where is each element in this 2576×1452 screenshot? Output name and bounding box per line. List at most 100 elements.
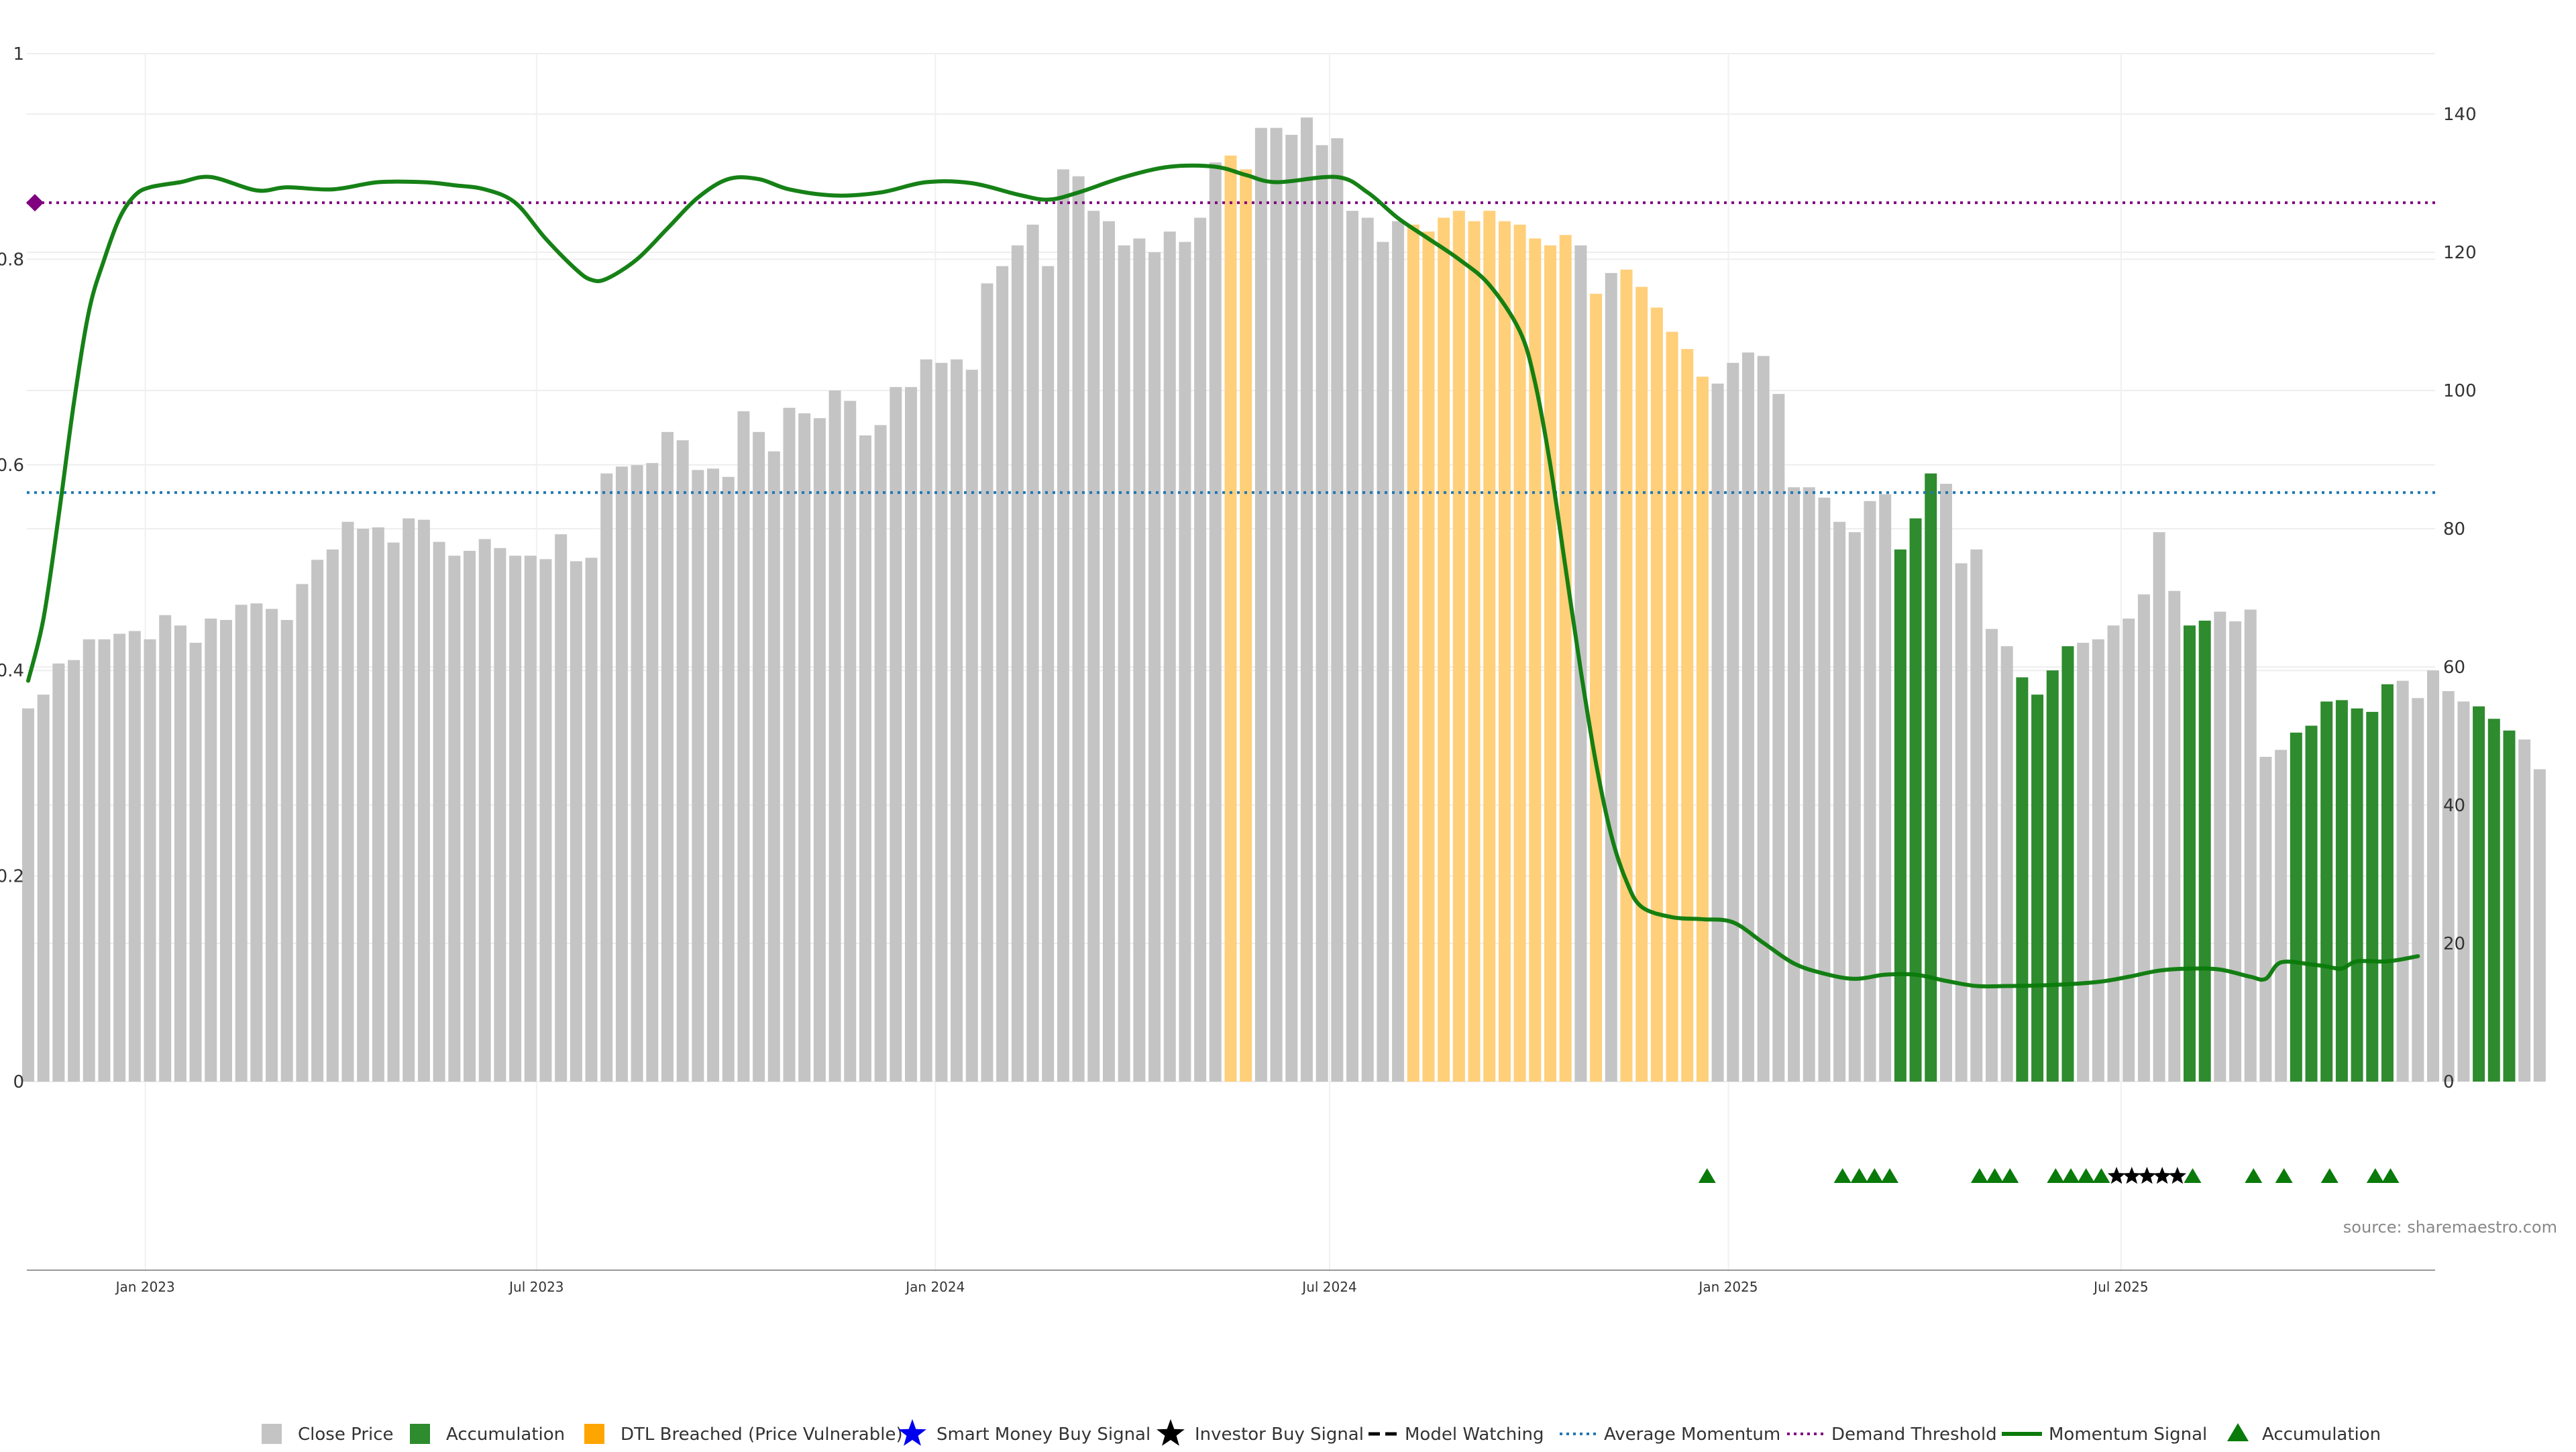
- close-price-bar: [2427, 670, 2440, 1082]
- close-price-bar: [2229, 621, 2242, 1082]
- accumulation-triangle: [2184, 1168, 2202, 1183]
- dtl-breached-bar: [1666, 331, 1678, 1082]
- close-price-bar: [52, 663, 65, 1082]
- accumulation-triangle: [2047, 1168, 2065, 1183]
- close-price-bar: [37, 694, 50, 1082]
- legend-star-icon: [898, 1419, 926, 1446]
- dtl-breached-bar: [1590, 293, 1603, 1082]
- close-price-bar: [1209, 162, 1222, 1082]
- left-axis-tick-label: 0.6: [0, 456, 24, 476]
- close-price-bar: [1757, 356, 1770, 1082]
- accumulation-triangle: [1833, 1168, 1851, 1183]
- close-price-bar: [1133, 238, 1146, 1082]
- close-price-bar: [189, 642, 202, 1082]
- close-price-bar: [951, 359, 963, 1082]
- close-price-bar: [1194, 217, 1207, 1082]
- close-price-bar: [2168, 590, 2181, 1082]
- close-price-bar: [2396, 680, 2409, 1082]
- accumulation-bar: [2320, 701, 2333, 1082]
- close-price-bar: [1939, 484, 1952, 1082]
- accumulation-bar: [2016, 677, 2029, 1082]
- close-price-bar: [1833, 521, 1846, 1082]
- close-price-bar: [2259, 756, 2272, 1082]
- close-price-bar: [1377, 242, 1389, 1082]
- close-price-bar: [828, 391, 841, 1082]
- close-price-bar: [22, 708, 34, 1082]
- accumulation-bar: [2335, 700, 2348, 1082]
- legend-item: Average Momentum: [1560, 1424, 1780, 1445]
- close-price-bar: [1179, 242, 1191, 1082]
- close-price-bar: [235, 605, 248, 1082]
- accumulation-bar: [2487, 719, 2500, 1082]
- close-price-bar: [68, 660, 80, 1082]
- close-price-bar: [1118, 245, 1130, 1082]
- accumulation-bar: [2503, 730, 2516, 1082]
- legend-label: Demand Threshold: [1831, 1424, 1997, 1445]
- legend-item: Model Watching: [1368, 1424, 1544, 1445]
- legend-swatch: [262, 1424, 282, 1444]
- close-price-bar: [387, 542, 400, 1082]
- accumulation-triangle: [1880, 1168, 1898, 1183]
- close-price-bar: [1057, 169, 1069, 1082]
- close-price-bar: [326, 549, 339, 1082]
- close-price-bar: [1042, 266, 1055, 1082]
- dtl-breached-bar: [1650, 307, 1663, 1082]
- close-price-bar: [2123, 618, 2135, 1082]
- dtl-breached-bar: [1559, 235, 1572, 1082]
- legend-label: Close Price: [298, 1424, 394, 1445]
- legend-label: Model Watching: [1405, 1424, 1544, 1445]
- close-price-bar: [2412, 698, 2424, 1082]
- close-price-bar: [433, 541, 445, 1082]
- close-price-bar: [935, 362, 948, 1082]
- accumulation-bar: [1894, 549, 1907, 1082]
- legend-label: Average Momentum: [1604, 1424, 1780, 1445]
- close-price-bar: [83, 639, 95, 1082]
- close-price-bar: [2518, 739, 2531, 1082]
- close-price-bar: [464, 550, 476, 1082]
- legend-item: Accumulation: [2227, 1423, 2381, 1445]
- close-price-bar: [1011, 245, 1024, 1082]
- legend-swatch: [584, 1424, 604, 1444]
- close-price-bar: [1772, 394, 1785, 1082]
- close-price-bar: [1970, 549, 1983, 1082]
- left-axis-tick-label: 0.2: [0, 867, 24, 887]
- dtl-breached-bar: [1422, 231, 1435, 1082]
- close-price-bar: [1392, 221, 1405, 1082]
- investor-buy-star: [2107, 1167, 2126, 1184]
- close-price-bar: [1163, 231, 1176, 1082]
- left-axis-tick-label: 0: [13, 1072, 24, 1092]
- close-price-bar: [981, 283, 994, 1082]
- close-price-bar: [600, 473, 613, 1082]
- close-price-bar: [98, 639, 111, 1082]
- close-price-bar: [1711, 383, 1724, 1082]
- x-axis-tick-label: Jan 2024: [904, 1279, 965, 1295]
- close-price-bar: [2077, 642, 2090, 1082]
- close-price-bar: [2107, 625, 2120, 1082]
- investor-buy-star: [2138, 1167, 2156, 1184]
- close-price-bar: [311, 560, 324, 1082]
- close-price-bar: [296, 584, 309, 1082]
- legend-item: Close Price: [262, 1424, 394, 1445]
- accumulation-triangle: [2275, 1168, 2293, 1183]
- legend: Close Price Accumulation DTL Breached (Pri…: [262, 1419, 2381, 1446]
- close-price-bar: [128, 631, 141, 1082]
- right-axis-tick-label: 120: [2443, 243, 2477, 263]
- close-price-bar: [539, 559, 552, 1082]
- close-price-bar: [159, 615, 172, 1082]
- close-price-bar: [1741, 352, 1754, 1082]
- legend-item: Momentum Signal: [2002, 1424, 2207, 1445]
- legend-star-icon: [1157, 1419, 1185, 1446]
- close-price-bar: [1072, 176, 1085, 1082]
- dtl-breached-bar: [1452, 211, 1465, 1082]
- accumulation-bar: [2305, 725, 2318, 1082]
- demand-threshold-marker: [26, 194, 44, 212]
- close-price-bar: [2137, 594, 2150, 1082]
- close-price-bar: [1346, 211, 1359, 1082]
- right-axis-tick-label: 60: [2443, 658, 2465, 678]
- accumulation-triangle: [1866, 1168, 1884, 1183]
- legend-label: Accumulation: [2262, 1424, 2381, 1445]
- right-axis-tick-label: 140: [2443, 105, 2477, 125]
- close-price-bar: [1285, 134, 1298, 1082]
- close-price-bar: [1102, 221, 1115, 1082]
- momentum-signal: [26, 163, 2420, 989]
